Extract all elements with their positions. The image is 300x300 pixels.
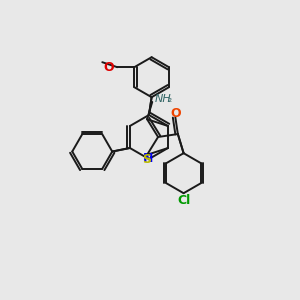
Text: N: N: [143, 152, 153, 166]
Text: Cl: Cl: [177, 194, 190, 207]
Text: ₂: ₂: [167, 94, 171, 104]
Text: O: O: [104, 61, 114, 74]
Text: S: S: [142, 153, 152, 166]
Text: NH: NH: [154, 94, 171, 104]
Text: O: O: [170, 107, 181, 120]
